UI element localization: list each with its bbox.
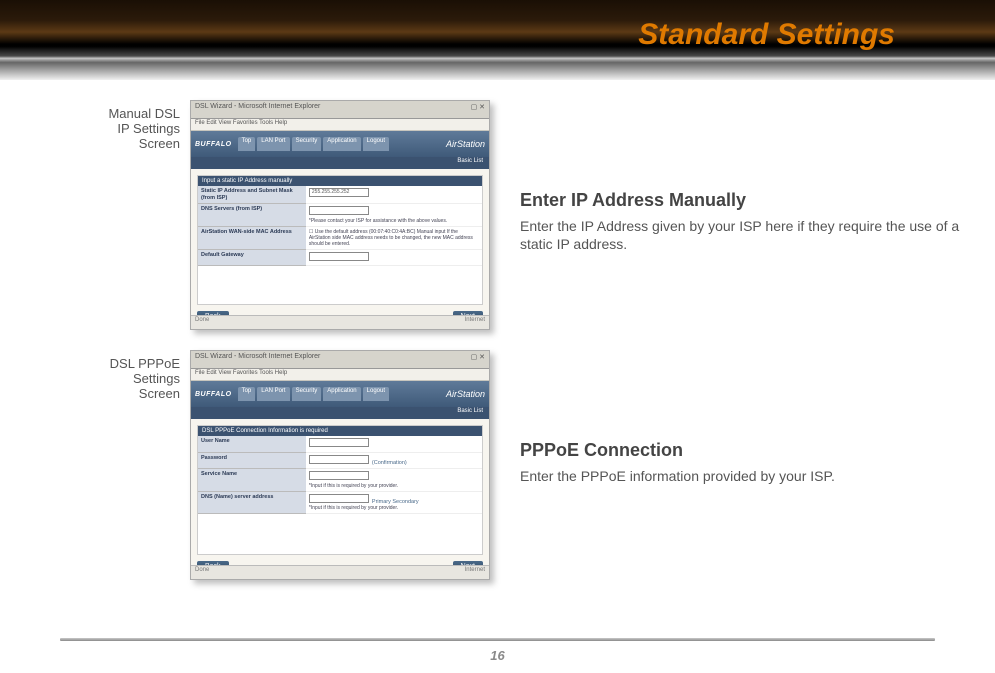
window-title: DSL Wizard - Microsoft Internet Explorer [195,353,320,366]
page-number: 16 [0,648,995,663]
description-col: Enter IP Address Manually Enter the IP A… [500,100,960,330]
window-menubar: File Edit View Favorites Tools Help [191,369,489,381]
field-note: *Input if this is required by your provi… [309,505,479,511]
password-input[interactable] [309,455,369,464]
router-logo: BUFFALO [195,141,232,148]
status-left: Done [195,317,209,328]
field-label: DNS (Name) server address [198,492,306,515]
status-right: Internet [465,567,485,578]
description-title: Enter IP Address Manually [520,190,960,211]
field-after: (Confirmation) [372,460,407,466]
router-tab[interactable]: Top [238,137,256,151]
caption-line: Screen [0,386,180,401]
caption-col: DSL PPPoE Settings Screen [0,350,190,580]
browser-body: BUFFALO Top LAN Port Security Applicatio… [191,381,489,565]
window-controls-icon: ▢ ✕ [471,103,485,116]
field-note: ☐ Use the default address (00:07:40:C0:4… [309,229,479,247]
router-content: Input a static IP Address manually Stati… [197,175,483,305]
logout-tab[interactable]: Logout [363,137,389,151]
description-body: Enter the IP Address given by your ISP h… [520,217,960,253]
field-label: Password [198,453,306,470]
window-titlebar: DSL Wizard - Microsoft Internet Explorer… [191,101,489,119]
field-note: *Please contact your ISP for assistance … [309,218,479,224]
footer-rule [60,638,935,641]
dns-primary-input[interactable] [309,494,369,503]
form-title: DSL PPPoE Connection Information is requ… [198,426,482,436]
router-tab[interactable]: Top [238,387,256,401]
window-statusbar: Done Internet [191,565,489,579]
caption-line: Settings [0,371,180,386]
content-area: Manual DSL IP Settings Screen DSL Wizard… [0,100,995,600]
router-tab[interactable]: Application [323,137,360,151]
screenshot-col: DSL Wizard - Microsoft Internet Explorer… [190,350,500,580]
router-subbar: Basic List [191,157,489,169]
field-label: Service Name [198,469,306,492]
caption-line: IP Settings [0,121,180,136]
router-tab[interactable]: Application [323,387,360,401]
service-input[interactable] [309,471,369,480]
dns-input[interactable] [309,206,369,215]
browser-window: DSL Wizard - Microsoft Internet Explorer… [190,350,490,580]
field-label: Static IP Address and Subnet Mask (from … [198,186,306,204]
router-tab[interactable]: LAN Port [257,137,289,151]
window-titlebar: DSL Wizard - Microsoft Internet Explorer… [191,351,489,369]
field-label: Default Gateway [198,250,306,267]
router-header: BUFFALO Top LAN Port Security Applicatio… [191,381,489,407]
router-tabs: Top LAN Port Security Application Logout [238,137,446,151]
router-logo: BUFFALO [195,391,232,398]
screenshot-col: DSL Wizard - Microsoft Internet Explorer… [190,100,500,330]
router-tab[interactable]: Security [292,387,322,401]
caption-line: Screen [0,136,180,151]
browser-window: DSL Wizard - Microsoft Internet Explorer… [190,100,490,330]
router-tab[interactable]: LAN Port [257,387,289,401]
description-body: Enter the PPPoE information provided by … [520,467,960,485]
window-statusbar: Done Internet [191,315,489,329]
window-controls-icon: ▢ ✕ [471,353,485,366]
field-label: User Name [198,436,306,453]
field-after: Primary Secondary [372,499,419,505]
description-title: PPPoE Connection [520,440,960,461]
logout-tab[interactable]: Logout [363,387,389,401]
router-brand: AirStation [446,389,485,399]
caption-line: Manual DSL [0,106,180,121]
username-input[interactable] [309,438,369,447]
window-title: DSL Wizard - Microsoft Internet Explorer [195,103,320,116]
router-header: BUFFALO Top LAN Port Security Applicatio… [191,131,489,157]
gateway-input[interactable] [309,252,369,261]
field-note: *Input if this is required by your provi… [309,483,479,489]
router-tab[interactable]: Security [292,137,322,151]
description-col: PPPoE Connection Enter the PPPoE informa… [500,350,960,580]
caption-line: DSL PPPoE [0,356,180,371]
router-content: DSL PPPoE Connection Information is requ… [197,425,483,555]
field-label: DNS Servers (from ISP) [198,204,306,227]
status-left: Done [195,567,209,578]
ip-input[interactable]: 255.255.255.252 [309,188,369,197]
caption-col: Manual DSL IP Settings Screen [0,100,190,330]
status-right: Internet [465,317,485,328]
router-brand: AirStation [446,139,485,149]
section-row: DSL PPPoE Settings Screen DSL Wizard - M… [0,350,995,580]
page-title: Standard Settings [638,18,895,52]
form-title: Input a static IP Address manually [198,176,482,186]
browser-body: BUFFALO Top LAN Port Security Applicatio… [191,131,489,315]
section-row: Manual DSL IP Settings Screen DSL Wizard… [0,100,995,330]
field-label: AirStation WAN-side MAC Address [198,227,306,250]
router-subbar: Basic List [191,407,489,419]
router-tabs: Top LAN Port Security Application Logout [238,387,446,401]
window-menubar: File Edit View Favorites Tools Help [191,119,489,131]
